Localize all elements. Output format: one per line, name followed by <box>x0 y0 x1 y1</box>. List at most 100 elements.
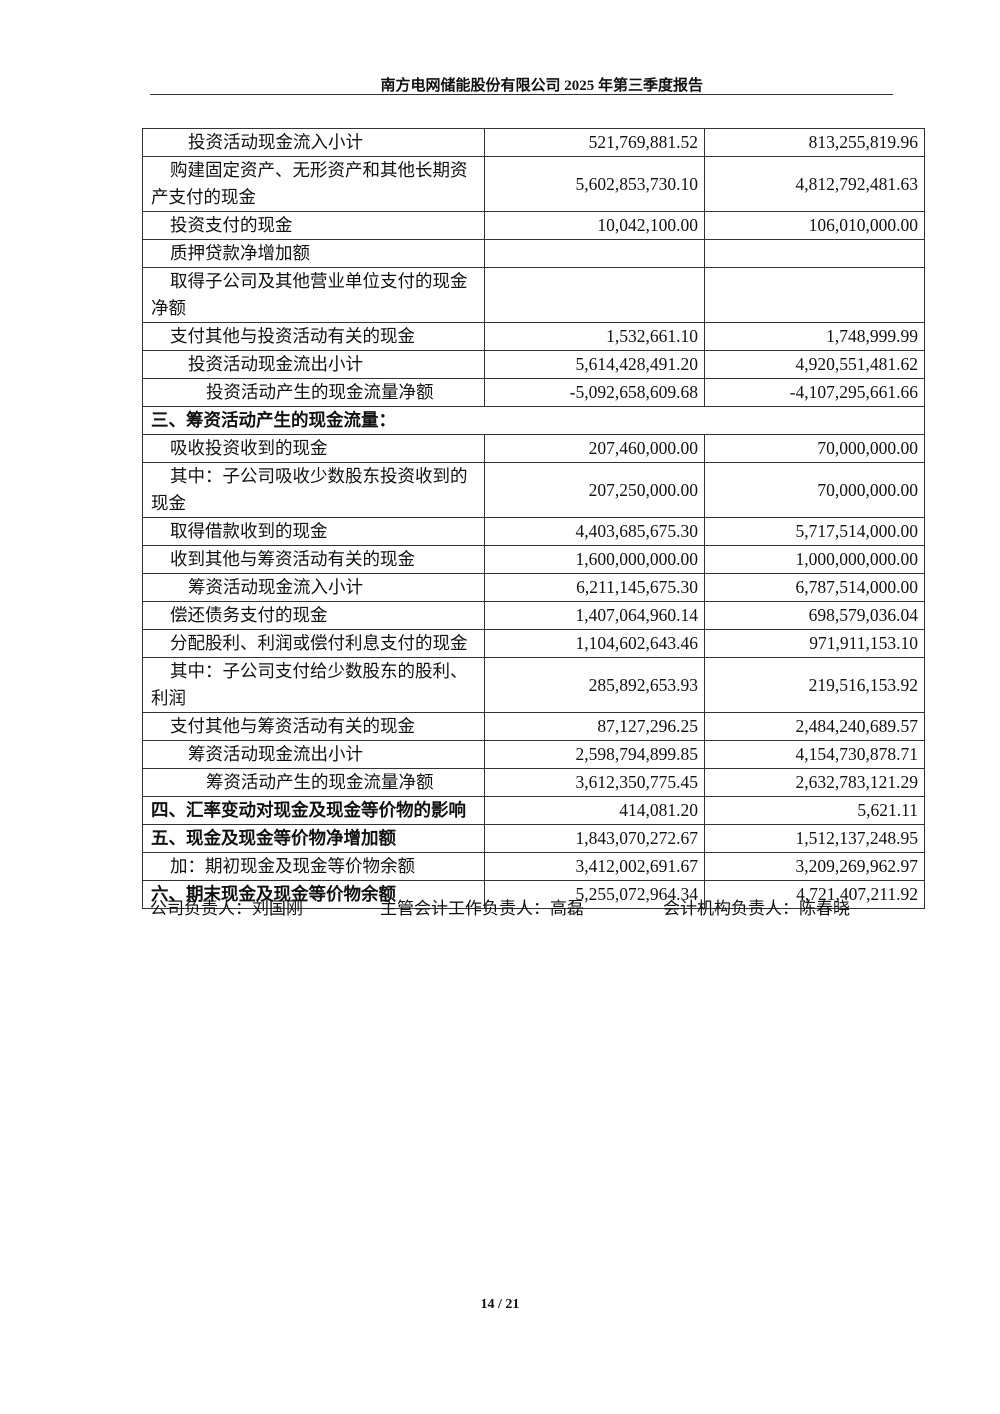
current-period-value: 5,614,428,491.20 <box>484 350 705 379</box>
header-rule <box>150 94 893 95</box>
table-row: 投资活动现金流出小计 5,614,428,491.20 4,920,551,481.… <box>142 350 925 379</box>
prior-period-value: 2,632,783,121.29 <box>704 768 925 797</box>
current-period-value: 5,602,853,730.10 <box>484 156 705 212</box>
table-row: 质押贷款净增加额 <box>142 239 925 268</box>
table-row: 收到其他与筹资活动有关的现金 1,600,000,000.00 1,000,000,… <box>142 545 925 574</box>
table-row: 筹资活动产生的现金流量净额 3,612,350,775.45 2,632,783,1… <box>142 768 925 797</box>
current-period-value <box>484 267 705 323</box>
table-row: 偿还债务支付的现金 1,407,064,960.14 698,579,036.04 <box>142 601 925 630</box>
current-period-value: 87,127,296.25 <box>484 712 705 741</box>
table-row: 其中：子公司支付给少数股东的股利、利润 285,892,653.93 219,516… <box>142 657 925 713</box>
row-label: 质押贷款净增加额 <box>142 239 485 268</box>
prior-period-value: 106,010,000.00 <box>704 211 925 240</box>
row-label: 投资支付的现金 <box>142 211 485 240</box>
company-head: 公司负责人：刘国刚 <box>150 899 303 918</box>
row-label: 吸收投资收到的现金 <box>142 434 485 463</box>
row-label: 加：期初现金及现金等价物余额 <box>142 852 485 881</box>
table-row: 四、汇率变动对现金及现金等价物的影响 414,081.20 5,621.11 <box>142 796 925 825</box>
current-period-value: 1,407,064,960.14 <box>484 601 705 630</box>
row-label: 投资活动产生的现金流量净额 <box>142 378 485 407</box>
table-row: 其中：子公司吸收少数股东投资收到的现金 207,250,000.00 70,000,… <box>142 462 925 518</box>
cash-flow-table: 投资活动现金流入小计 521,769,881.52 813,255,819.96 购建… <box>142 128 925 909</box>
row-label: 其中：子公司吸收少数股东投资收到的现金 <box>142 462 485 518</box>
section-heading: 三、筹资活动产生的现金流量： <box>142 406 925 435</box>
prior-period-value: 5,717,514,000.00 <box>704 517 925 546</box>
prior-period-value: 5,621.11 <box>704 796 925 825</box>
prior-period-value: 1,000,000,000.00 <box>704 545 925 574</box>
row-label: 投资活动现金流出小计 <box>142 350 485 379</box>
table-row: 加：期初现金及现金等价物余额 3,412,002,691.67 3,209,269,… <box>142 852 925 881</box>
prior-period-value: 2,484,240,689.57 <box>704 712 925 741</box>
prior-period-value: 3,209,269,962.97 <box>704 852 925 881</box>
table-row: 投资活动现金流入小计 521,769,881.52 813,255,819.96 <box>142 128 925 157</box>
prior-period-value: 70,000,000.00 <box>704 434 925 463</box>
current-period-value: 1,600,000,000.00 <box>484 545 705 574</box>
table-row: 取得借款收到的现金 4,403,685,675.30 5,717,514,000.0… <box>142 517 925 546</box>
prior-period-value <box>704 239 925 268</box>
current-period-value: 6,211,145,675.30 <box>484 573 705 602</box>
table-row: 筹资活动现金流出小计 2,598,794,899.85 4,154,730,878.… <box>142 740 925 769</box>
current-period-value: 1,532,661.10 <box>484 322 705 351</box>
current-period-value: 4,403,685,675.30 <box>484 517 705 546</box>
row-label: 投资活动现金流入小计 <box>142 128 485 157</box>
row-label: 分配股利、利润或偿付利息支付的现金 <box>142 629 485 658</box>
row-label: 购建固定资产、无形资产和其他长期资产支付的现金 <box>142 156 485 212</box>
prior-period-value: 4,812,792,481.63 <box>704 156 925 212</box>
accounting-org-head: 会计机构负责人：陈春晓 <box>663 899 850 918</box>
table-row: 购建固定资产、无形资产和其他长期资产支付的现金 5,602,853,730.10 4… <box>142 156 925 212</box>
prior-period-value: 4,154,730,878.71 <box>704 740 925 769</box>
prior-period-value: -4,107,295,661.66 <box>704 378 925 407</box>
table-row: 支付其他与投资活动有关的现金 1,532,661.10 1,748,999.99 <box>142 322 925 351</box>
table-row: 支付其他与筹资活动有关的现金 87,127,296.25 2,484,240,689… <box>142 712 925 741</box>
table-row: 吸收投资收到的现金 207,460,000.00 70,000,000.00 <box>142 434 925 463</box>
prior-period-value: 1,748,999.99 <box>704 322 925 351</box>
prior-period-value: 6,787,514,000.00 <box>704 573 925 602</box>
table-row: 六、期末现金及现金等价物余额 5,255,072,964.34 4,721,407,… <box>142 880 925 909</box>
row-label: 六、期末现金及现金等价物余额 <box>142 880 485 909</box>
row-label: 收到其他与筹资活动有关的现金 <box>142 545 485 574</box>
current-period-value: 414,081.20 <box>484 796 705 825</box>
accounting-head: 主管会计工作负责人：高磊 <box>380 899 584 918</box>
current-period-value: 5,255,072,964.34 <box>484 880 705 909</box>
row-label: 筹资活动产生的现金流量净额 <box>142 768 485 797</box>
current-period-value: 207,250,000.00 <box>484 462 705 518</box>
current-period-value: 1,843,070,272.67 <box>484 824 705 853</box>
row-label: 筹资活动现金流入小计 <box>142 573 485 602</box>
row-label: 支付其他与投资活动有关的现金 <box>142 322 485 351</box>
page-number: 14 / 21 <box>480 1297 520 1312</box>
current-period-value: 3,612,350,775.45 <box>484 768 705 797</box>
row-label: 支付其他与筹资活动有关的现金 <box>142 712 485 741</box>
table-row: 五、现金及现金等价物净增加额 1,843,070,272.67 1,512,137,… <box>142 824 925 853</box>
current-period-value: 207,460,000.00 <box>484 434 705 463</box>
row-label: 偿还债务支付的现金 <box>142 601 485 630</box>
row-label: 五、现金及现金等价物净增加额 <box>142 824 485 853</box>
row-label: 取得借款收到的现金 <box>142 517 485 546</box>
prior-period-value <box>704 267 925 323</box>
current-period-value: 1,104,602,643.46 <box>484 629 705 658</box>
section-heading-row: 三、筹资活动产生的现金流量： <box>142 406 925 435</box>
prior-period-value: 698,579,036.04 <box>704 601 925 630</box>
current-period-value <box>484 239 705 268</box>
prior-period-value: 70,000,000.00 <box>704 462 925 518</box>
signature-line: 公司负责人：刘国刚 主管会计工作负责人：高磊 会计机构负责人：陈春晓 <box>150 894 870 919</box>
prior-period-value: 4,920,551,481.62 <box>704 350 925 379</box>
prior-period-value: 4,721,407,211.92 <box>704 880 925 909</box>
row-label: 取得子公司及其他营业单位支付的现金净额 <box>142 267 485 323</box>
current-period-value: 3,412,002,691.67 <box>484 852 705 881</box>
row-label: 筹资活动现金流出小计 <box>142 740 485 769</box>
current-period-value: 10,042,100.00 <box>484 211 705 240</box>
table-row: 取得子公司及其他营业单位支付的现金净额 <box>142 267 925 323</box>
current-period-value: -5,092,658,609.68 <box>484 378 705 407</box>
current-period-value: 285,892,653.93 <box>484 657 705 713</box>
prior-period-value: 1,512,137,248.95 <box>704 824 925 853</box>
table-row: 投资支付的现金 10,042,100.00 106,010,000.00 <box>142 211 925 240</box>
page-header: 南方电网储能股份有限公司 2025 年第三季度报告 <box>380 78 703 94</box>
prior-period-value: 219,516,153.92 <box>704 657 925 713</box>
table-row: 分配股利、利润或偿付利息支付的现金 1,104,602,643.46 971,911… <box>142 629 925 658</box>
table-row: 筹资活动现金流入小计 6,211,145,675.30 6,787,514,000.… <box>142 573 925 602</box>
prior-period-value: 971,911,153.10 <box>704 629 925 658</box>
prior-period-value: 813,255,819.96 <box>704 128 925 157</box>
table-row: 投资活动产生的现金流量净额 -5,092,658,609.68 -4,107,295… <box>142 378 925 407</box>
row-label: 其中：子公司支付给少数股东的股利、利润 <box>142 657 485 713</box>
current-period-value: 2,598,794,899.85 <box>484 740 705 769</box>
